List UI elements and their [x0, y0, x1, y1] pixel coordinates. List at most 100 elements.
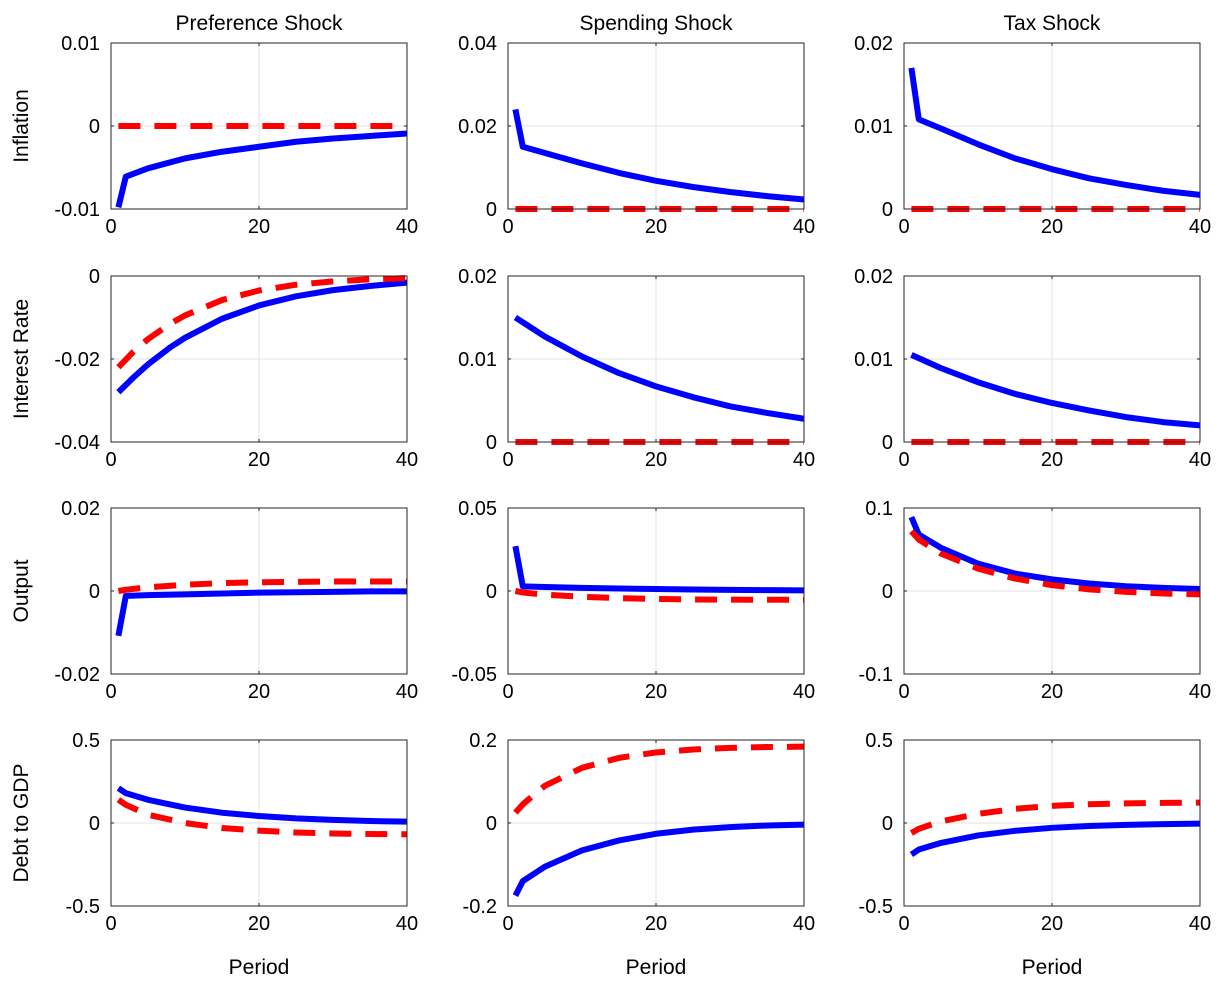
x-tick-label: 0	[502, 681, 513, 703]
row-label-debt-to-gdp: Debt to GDP	[10, 763, 33, 882]
y-tick-label: 0	[89, 116, 100, 138]
x-tick-label: 40	[1189, 449, 1211, 471]
dashed-series-line	[116, 275, 408, 370]
x-tick-label: 0	[105, 449, 116, 471]
y-tick-label: -0.5	[859, 896, 893, 918]
y-tick-label: 0.02	[61, 498, 100, 520]
x-tick-label: 20	[645, 913, 667, 935]
panel-interest-rate-spending-shock: 0 20 40 0 0.01 0.02	[458, 266, 815, 471]
x-tick-label: 40	[1189, 216, 1211, 238]
y-tick-label: -0.02	[54, 664, 100, 686]
x-tick-label: 0	[105, 216, 116, 238]
dashed-series-line	[514, 588, 804, 603]
panel-output-tax-shock: 0 20 40-0.100.1	[859, 498, 1212, 703]
x-tick-label: 20	[645, 216, 667, 238]
y-tick-label: 0.04	[458, 33, 497, 55]
x-tick-label: 0	[105, 913, 116, 935]
panel-interest-rate-tax-shock: 0 20 40 0 0.01 0.02	[854, 266, 1211, 471]
y-tick-label: 0	[89, 581, 100, 603]
y-tick-label: 0.01	[854, 116, 893, 138]
x-tick-label: 0	[502, 216, 513, 238]
dashed-series-line	[116, 797, 408, 838]
y-tick-label: 0	[882, 813, 893, 835]
x-tick-label: 40	[793, 216, 815, 238]
solid-series-line	[910, 352, 1201, 429]
y-tick-label: 0.5	[72, 730, 100, 752]
x-tick-label: 0	[898, 449, 909, 471]
solid-series-line	[512, 108, 805, 203]
y-tick-label: 0.01	[458, 349, 497, 371]
y-tick-label: -0.01	[54, 199, 100, 221]
y-tick-label: 0	[486, 813, 497, 835]
x-tick-label: 20	[248, 216, 270, 238]
row-label-output: Output	[10, 559, 33, 622]
column-title-spending-shock: Spending Shock	[580, 12, 733, 35]
solid-series-line	[908, 67, 1201, 198]
y-tick-label: 0.02	[854, 266, 893, 288]
column-title-tax-shock: Tax Shock	[1004, 12, 1101, 35]
dashed-series-line	[117, 578, 407, 594]
y-tick-label: 0	[89, 813, 100, 835]
y-tick-label: 0.05	[458, 498, 497, 520]
x-axis-label: Period	[229, 956, 290, 979]
solid-series-line	[115, 588, 407, 637]
y-tick-label: 0	[486, 432, 497, 454]
x-tick-label: 20	[248, 449, 270, 471]
y-tick-label: -0.5	[66, 896, 100, 918]
panel-interest-rate-preference-shock: 0 20 40 -0.04 -0.02 0	[54, 266, 418, 471]
y-tick-label: 0.01	[61, 33, 100, 55]
x-tick-label: 20	[1041, 681, 1063, 703]
y-tick-label: -0.05	[451, 664, 497, 686]
x-tick-label: 0	[502, 913, 513, 935]
x-tick-label: 20	[248, 681, 270, 703]
x-tick-label: 0	[898, 216, 909, 238]
y-tick-label: 0	[89, 266, 100, 288]
x-tick-label: 20	[1041, 216, 1063, 238]
x-tick-label: 20	[645, 681, 667, 703]
row-label-inflation: Inflation	[10, 89, 33, 163]
solid-series-line	[908, 515, 1201, 593]
y-tick-label: 0	[882, 432, 893, 454]
x-tick-label: 40	[793, 449, 815, 471]
x-axis-label: Period	[626, 956, 687, 979]
x-tick-label: 40	[396, 216, 418, 238]
x-tick-label: 40	[396, 681, 418, 703]
x-tick-label: 40	[1189, 913, 1211, 935]
solid-series-line	[116, 785, 408, 825]
y-tick-label: -0.1	[859, 664, 893, 686]
solid-series-line	[909, 820, 1201, 858]
column-titles: Preference Shock Spending Shock Tax Shock	[176, 12, 1101, 35]
x-tick-label: 20	[248, 913, 270, 935]
row-labels: Inflation Interest Rate Output Debt to GDP	[10, 89, 33, 882]
y-tick-label: 0.02	[458, 266, 497, 288]
y-tick-label: 0.2	[469, 730, 497, 752]
y-tick-label: -0.02	[54, 349, 100, 371]
y-tick-label: 0.02	[458, 116, 497, 138]
y-tick-label: 0.5	[865, 730, 893, 752]
x-tick-label: 40	[396, 913, 418, 935]
y-tick-label: 0	[882, 199, 893, 221]
x-axis-label: Period	[1022, 956, 1083, 979]
y-tick-label: -0.04	[54, 432, 100, 454]
x-tick-label: 40	[1189, 681, 1211, 703]
dashed-series-line	[909, 799, 1201, 836]
x-tick-label: 20	[1041, 913, 1063, 935]
x-tick-label: 0	[502, 449, 513, 471]
x-tick-label: 40	[793, 913, 815, 935]
y-tick-label: 0	[486, 199, 497, 221]
column-title-preference-shock: Preference Shock	[176, 12, 343, 35]
x-tick-label: 40	[793, 681, 815, 703]
panel-inflation-spending-shock: 0 20 40 0 0.02 0.04	[458, 33, 815, 238]
x-tick-label: 0	[898, 681, 909, 703]
y-tick-label: 0.01	[854, 349, 893, 371]
y-tick-label: 0.02	[854, 33, 893, 55]
x-tick-label: 20	[645, 449, 667, 471]
y-tick-label: 0	[486, 581, 497, 603]
